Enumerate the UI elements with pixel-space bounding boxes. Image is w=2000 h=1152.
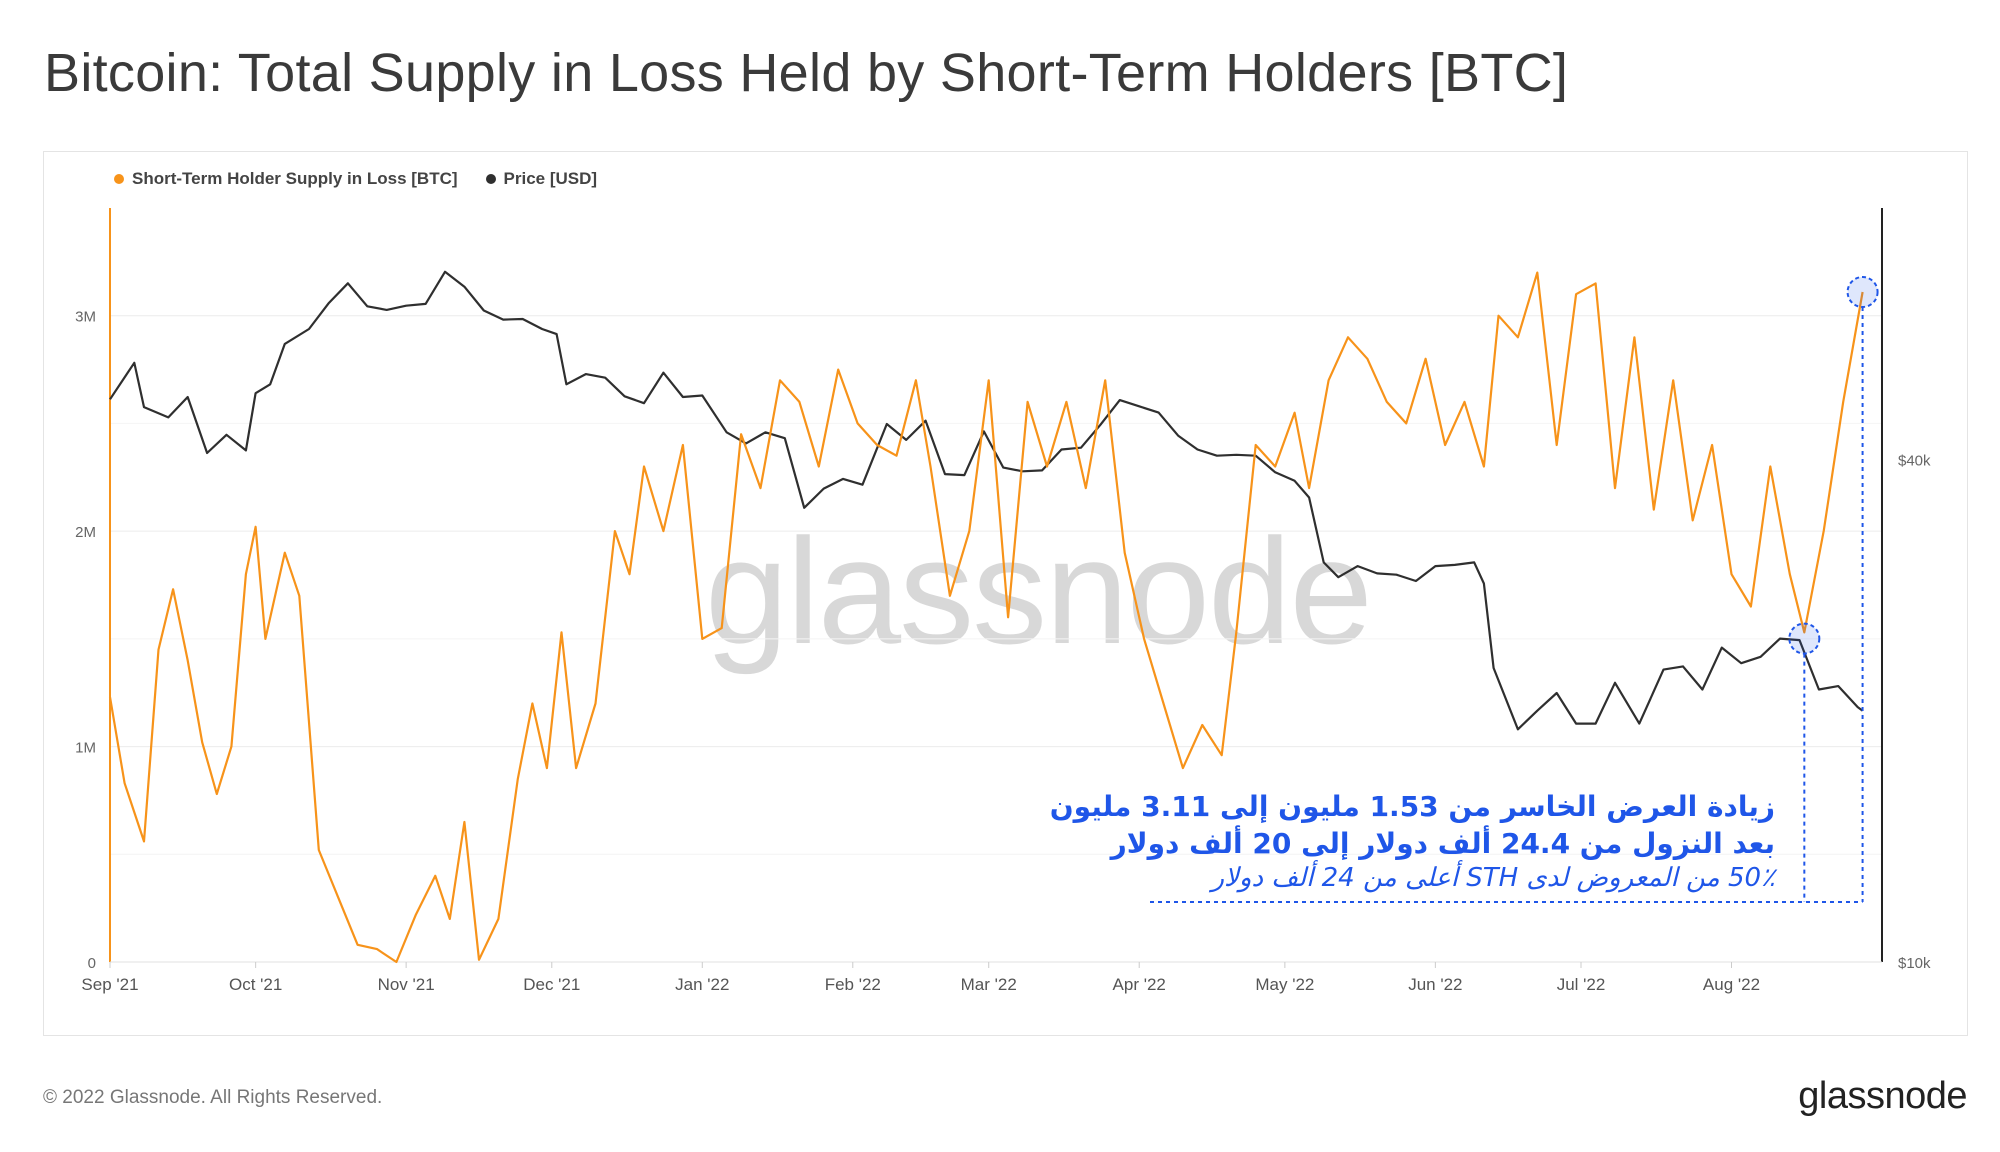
x-tick-label: Jul '22: [1557, 975, 1606, 994]
x-tick-label: May '22: [1255, 975, 1314, 994]
highlight-circle-supply-peak: [1846, 276, 1879, 309]
x-tick-label: Sep '21: [81, 975, 138, 994]
legend-label-supply: Short-Term Holder Supply in Loss [BTC]: [132, 169, 458, 188]
annotation-line-2: بعد النزول من 24.4 ألف دولار إلى 20 ألف …: [1110, 827, 1775, 860]
y-tick-label-left: 0: [88, 955, 96, 972]
chart-legend: Short-Term Holder Supply in Loss [BTC] P…: [114, 169, 597, 189]
x-tick-label: Aug '22: [1703, 975, 1760, 994]
x-tick-label: Apr '22: [1113, 975, 1166, 994]
series-line-price: [109, 270, 1864, 731]
x-tick-label: Jun '22: [1408, 975, 1462, 994]
footer-copyright: © 2022 Glassnode. All Rights Reserved.: [43, 1087, 383, 1108]
series-line-supply: [108, 271, 1864, 964]
footer-logo: glassnode: [1798, 1075, 1967, 1117]
annotation-line-1: زيادة العرض الخاسر من 1.53 مليون إلى 3.1…: [1049, 790, 1775, 823]
watermark: glassnode: [705, 507, 1373, 675]
y-tick-label-left: 3M: [75, 309, 96, 326]
highlight-circle-price-level: [1788, 622, 1821, 655]
x-tick-label: Oct '21: [229, 975, 282, 994]
x-tick-label: Feb '22: [825, 975, 881, 994]
y-tick-label-left: 1M: [75, 740, 96, 757]
y-tick-label-right: $10k: [1898, 955, 1931, 972]
y-tick-label-right: $40k: [1898, 452, 1931, 469]
legend-item-price[interactable]: Price [USD]: [485, 169, 598, 189]
y-tick-label-left: 2M: [75, 524, 96, 541]
chart-frame: [43, 151, 1968, 1036]
x-tick-label: Mar '22: [961, 975, 1017, 994]
chart-title: Bitcoin: Total Supply in Loss Held by Sh…: [44, 43, 1569, 103]
x-tick-label: Jan '22: [675, 975, 729, 994]
x-tick-label: Dec '21: [523, 975, 580, 994]
x-tick-label: Nov '21: [378, 975, 435, 994]
legend-swatch-price: [485, 174, 496, 184]
legend-swatch-supply: [114, 174, 124, 184]
annotation-line-3: 50٪ من المعروض لدى STH أعلى من 24 ألف دو…: [1211, 863, 1776, 893]
legend-label-price: Price [USD]: [503, 169, 598, 188]
legend-item-supply[interactable]: Short-Term Holder Supply in Loss [BTC]: [114, 169, 458, 189]
